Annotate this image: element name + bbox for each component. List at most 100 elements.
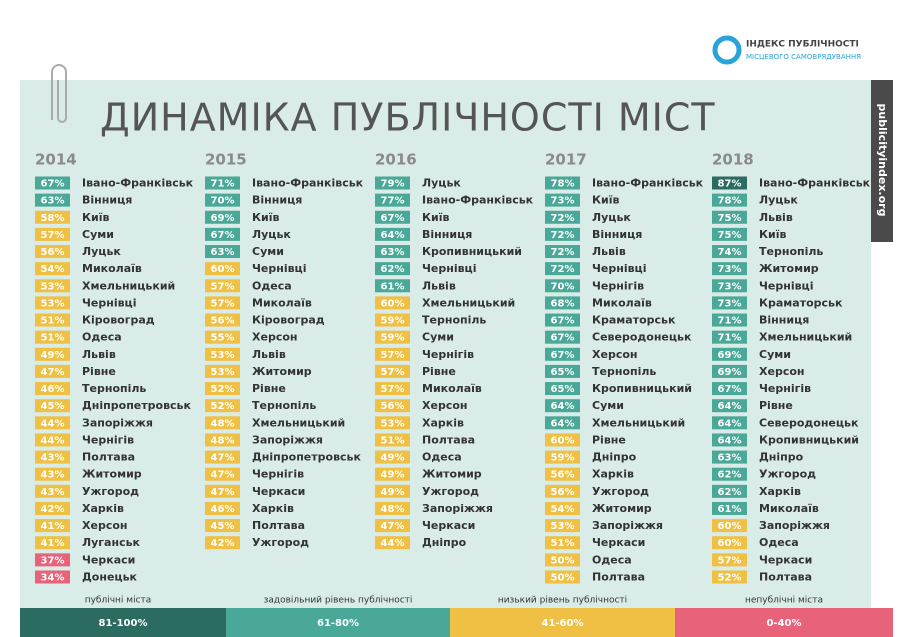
city: Запоріжжя [422, 502, 493, 515]
badge [712, 484, 747, 498]
percent: 59% [551, 453, 575, 464]
percent: 47% [381, 521, 405, 532]
city: Вінниця [759, 314, 809, 327]
percent: 57% [718, 555, 742, 566]
city: Северодонецьк [759, 416, 859, 429]
city: Миколаїв [592, 296, 652, 309]
percent: 64% [718, 401, 742, 412]
city: Чернівці [592, 262, 646, 275]
city: Кропивницький [422, 245, 522, 258]
city: Полтава [82, 451, 135, 464]
badge [712, 176, 747, 190]
badge [545, 296, 580, 310]
legend-bar [226, 608, 450, 637]
city: Івано-Франківськ [422, 194, 534, 207]
badge [545, 433, 580, 447]
badge [712, 519, 747, 533]
badge [545, 262, 580, 276]
badge [205, 450, 240, 464]
city: Харків [422, 416, 464, 429]
badge [35, 279, 70, 293]
percent: 57% [381, 367, 405, 378]
percent: 44% [381, 538, 405, 549]
percent: 64% [718, 418, 742, 429]
city: Івано-Франківськ [759, 177, 871, 190]
badge [545, 501, 580, 515]
percent: 57% [41, 230, 65, 241]
year: 2017 [545, 151, 587, 169]
percent: 62% [718, 470, 742, 481]
badge [205, 347, 240, 361]
badge [375, 193, 410, 207]
city: Чернівці [759, 279, 813, 292]
city: Херсон [422, 399, 468, 412]
percent: 60% [718, 538, 742, 549]
percent: 44% [41, 435, 65, 446]
percent: 42% [41, 504, 65, 515]
city: Чернігів [252, 468, 304, 481]
percent: 45% [211, 521, 235, 532]
badge [375, 416, 410, 430]
badge [545, 227, 580, 241]
city: Івано-Франківськ [592, 177, 704, 190]
city: Полтава [252, 519, 305, 532]
badge [35, 467, 70, 481]
city: Чернігів [759, 382, 811, 395]
city: Ужгород [759, 468, 816, 481]
city: Вінниця [422, 228, 472, 241]
badge [545, 484, 580, 498]
city: Запоріжжя [759, 519, 830, 532]
badge [35, 330, 70, 344]
city: Черкаси [82, 553, 135, 566]
city: Київ [759, 228, 786, 241]
city: Черкаси [422, 519, 475, 532]
percent: 45% [41, 401, 65, 412]
percent: 61% [718, 504, 742, 515]
city: Хмельницький [252, 416, 345, 429]
badge [375, 501, 410, 515]
percent: 61% [381, 281, 405, 292]
badge [35, 313, 70, 327]
city: Чернігів [422, 348, 474, 361]
city: Харків [759, 485, 801, 498]
percent: 37% [41, 555, 65, 566]
percent: 60% [381, 298, 405, 309]
percent: 57% [211, 298, 235, 309]
badge [35, 553, 70, 567]
percent: 47% [211, 470, 235, 481]
percent: 64% [718, 435, 742, 446]
city: Дніпро [422, 536, 467, 549]
city: Чернівці [422, 262, 476, 275]
city: Миколаїв [759, 502, 819, 515]
city: Ужгород [422, 485, 479, 498]
percent: 58% [41, 213, 65, 224]
percent: 41% [41, 538, 65, 549]
year: 2018 [712, 151, 754, 169]
badge [712, 227, 747, 241]
logo-line: ІНДЕКС ПУБЛІЧНОСТІ [746, 40, 859, 50]
badge [375, 382, 410, 396]
badge [712, 536, 747, 550]
percent: 47% [211, 487, 235, 498]
city: Житомир [252, 365, 312, 378]
percent: 70% [551, 281, 575, 292]
percent: 63% [381, 247, 405, 258]
badge [205, 364, 240, 378]
percent: 73% [551, 196, 575, 207]
badge [375, 296, 410, 310]
badge [35, 347, 70, 361]
badge [35, 364, 70, 378]
percent: 72% [551, 213, 575, 224]
city: Полтава [759, 570, 812, 583]
percent: 77% [381, 196, 405, 207]
percent: 70% [211, 196, 235, 207]
badge [375, 262, 410, 276]
logo-line: МІСЦЕВОГО САМОВРЯДУВАННЯ [746, 53, 861, 61]
site: publicityindex.org [876, 104, 889, 217]
percent: 56% [381, 401, 405, 412]
badge [545, 364, 580, 378]
badge [545, 210, 580, 224]
badge [205, 433, 240, 447]
badge [712, 501, 747, 515]
city: Одеса [592, 553, 632, 566]
